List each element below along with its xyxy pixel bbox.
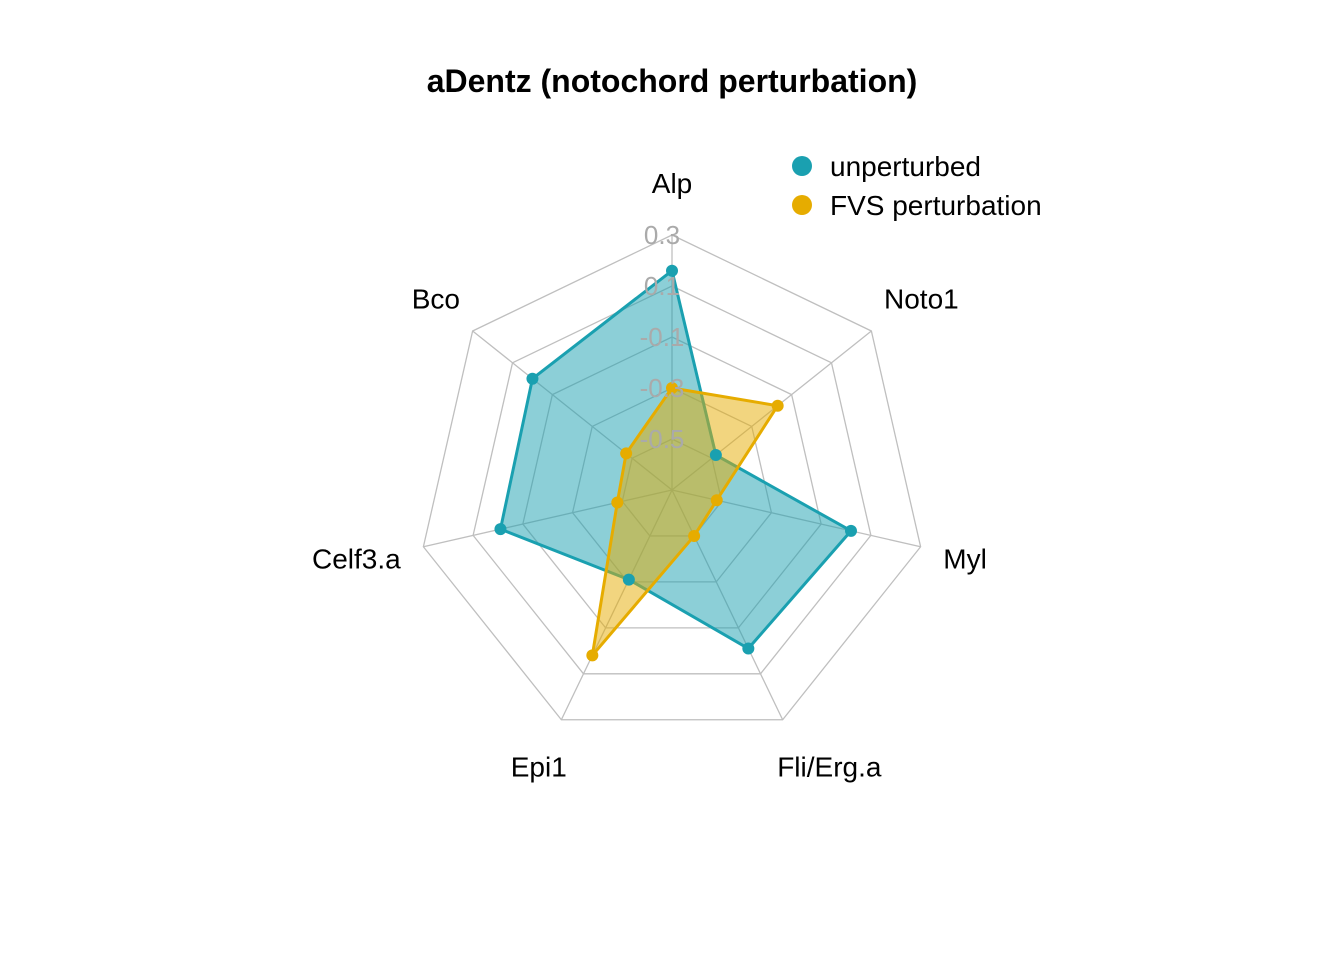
- data-point-unperturbed-myl: [844, 524, 857, 537]
- legend-marker-fvs-perturbation: [792, 195, 812, 215]
- axis-label-alp: Alp: [652, 168, 692, 199]
- radial-tick-labels: 0.3 0.1 -0.1 -0.3 -0.5: [640, 220, 685, 454]
- data-point-fvs-perturbation-celf3-a: [611, 496, 624, 509]
- tick-label: -0.5: [640, 424, 685, 454]
- axis-label-epi1: Epi1: [511, 752, 567, 783]
- legend-label-unperturbed: unperturbed: [830, 151, 981, 182]
- data-point-unperturbed-celf3-a: [494, 523, 507, 536]
- legend: unperturbed FVS perturbation: [792, 151, 1042, 221]
- data-point-fvs-perturbation-myl: [710, 494, 723, 507]
- axis-label-myl: Myl: [943, 543, 987, 574]
- series-area-fvs-perturbation: [590, 386, 780, 657]
- data-point-unperturbed-alp: [666, 264, 678, 277]
- tick-label: -0.1: [640, 322, 685, 352]
- data-point-unperturbed-bco: [526, 372, 539, 385]
- axis-label-bco: Bco: [412, 284, 460, 315]
- data-point-unperturbed-epi1: [622, 573, 635, 586]
- chart-title: aDentz (notochord perturbation): [427, 63, 918, 99]
- data-point-fvs-perturbation-noto1: [771, 399, 784, 412]
- legend-label-fvs-perturbation: FVS perturbation: [830, 190, 1042, 221]
- data-point-fvs-perturbation-fli-erg-a: [688, 529, 701, 542]
- tick-label: -0.3: [640, 373, 685, 403]
- data-point-unperturbed-noto1: [709, 449, 722, 462]
- axis-label-noto1: Noto1: [884, 284, 959, 315]
- radar-series: [494, 264, 857, 662]
- data-point-fvs-perturbation-alp: [666, 382, 678, 394]
- axis-label-fli-erg-a: Fli/Erg.a: [777, 752, 882, 783]
- grid-ring: [472, 285, 872, 675]
- axis-label-celf3-a: Celf3.a: [312, 543, 401, 574]
- data-point-fvs-perturbation-bco: [620, 447, 633, 460]
- grid-ring: [422, 234, 922, 721]
- axis-labels: Alp Noto1 Myl Fli/Erg.a Epi1 Celf3.a Bco: [312, 168, 987, 783]
- legend-marker-unperturbed: [792, 156, 812, 176]
- tick-label: 0.3: [644, 220, 680, 250]
- data-point-unperturbed-fli-erg-a: [742, 642, 755, 655]
- data-point-fvs-perturbation-epi1: [586, 649, 599, 662]
- tick-label: 0.1: [644, 271, 680, 301]
